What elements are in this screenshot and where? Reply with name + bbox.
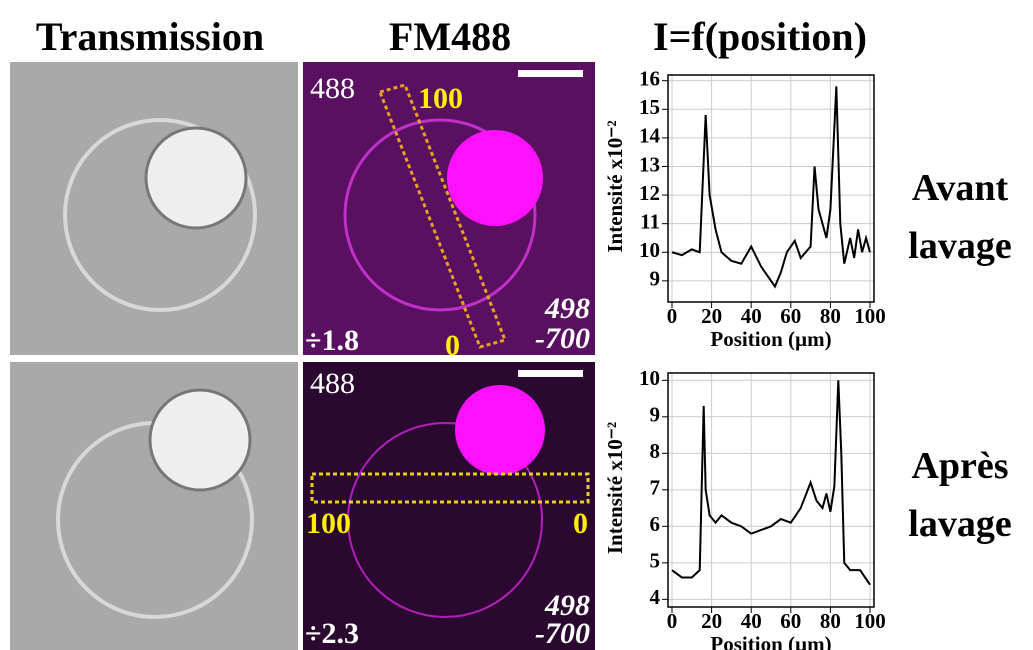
- cell-outline: [347, 422, 543, 618]
- scale-bar: [518, 70, 583, 77]
- channel-label: 488: [310, 367, 355, 400]
- roi-label: 0: [573, 507, 588, 540]
- y-tick-label: 15: [639, 95, 660, 119]
- plot-frame: [667, 372, 875, 608]
- x-tick-label: 0: [667, 304, 678, 328]
- x-tick-label: 40: [741, 609, 762, 633]
- row-label: Après: [911, 445, 1008, 487]
- x-tick-label: 0: [667, 609, 678, 633]
- roi-label: 0: [445, 329, 460, 362]
- x-axis-label: Position (µm): [710, 327, 831, 351]
- scale-factor: ÷1.8: [305, 324, 359, 357]
- scale-factor: ÷2.3: [305, 617, 359, 650]
- x-tick-label: 100: [854, 609, 886, 633]
- roi-label: 100: [418, 82, 463, 115]
- bead: [447, 130, 543, 226]
- roi: [377, 83, 508, 349]
- x-tick-label: 20: [701, 609, 722, 633]
- y-axis-label: Intensité x10⁻²: [603, 422, 627, 554]
- y-tick-label: 10: [639, 238, 660, 262]
- x-tick-label: 60: [780, 609, 801, 633]
- cell-outline: [63, 118, 257, 312]
- y-tick-label: 13: [639, 152, 660, 176]
- y-tick-label: 9: [650, 403, 661, 427]
- y-tick-label: 11: [640, 209, 660, 233]
- y-tick-label: 4: [650, 585, 661, 609]
- y-tick-label: 8: [650, 439, 661, 463]
- plot-frame: [667, 74, 875, 303]
- y-tick-label: 16: [639, 67, 660, 91]
- x-tick-label: 20: [701, 304, 722, 328]
- x-axis-label: Position (µm): [710, 632, 831, 650]
- band-label: -700: [535, 617, 590, 650]
- y-tick-label: 12: [639, 181, 660, 205]
- y-axis-label: Intensité x10⁻²: [603, 120, 627, 252]
- row-label: lavage: [908, 503, 1011, 545]
- x-tick-label: 40: [741, 304, 762, 328]
- transmission-image: [10, 62, 298, 355]
- data-line: [671, 380, 871, 586]
- row-label: lavage: [908, 225, 1011, 267]
- fluorescence-image: [303, 362, 595, 650]
- fluorescence-image: [303, 62, 595, 355]
- x-tick-label: 80: [820, 609, 841, 633]
- data-line: [671, 86, 871, 289]
- bead: [144, 126, 248, 230]
- band-label: 498: [544, 292, 590, 325]
- y-tick-label: 14: [639, 124, 661, 148]
- bead: [455, 385, 545, 475]
- column-title: I=f(position): [653, 14, 867, 59]
- bead: [148, 388, 252, 492]
- transmission-image: [10, 362, 298, 650]
- y-tick-label: 5: [650, 549, 661, 573]
- x-tick-label: 60: [780, 304, 801, 328]
- row-label: Avant: [912, 167, 1009, 209]
- roi-label: 100: [306, 507, 351, 540]
- x-tick-label: 100: [854, 304, 886, 328]
- column-title: Transmission: [36, 14, 264, 59]
- band-label: -700: [535, 322, 590, 355]
- band-label: 498: [544, 589, 590, 622]
- y-tick-label: 6: [650, 512, 661, 536]
- column-title: FM488: [389, 14, 511, 59]
- scale-bar: [518, 370, 583, 377]
- channel-label: 488: [310, 72, 355, 105]
- roi: [310, 472, 590, 504]
- y-tick-label: 7: [650, 476, 661, 500]
- y-tick-label: 10: [639, 366, 660, 390]
- cell-outline: [343, 118, 537, 312]
- x-tick-label: 80: [820, 304, 841, 328]
- y-tick-label: 9: [650, 267, 661, 291]
